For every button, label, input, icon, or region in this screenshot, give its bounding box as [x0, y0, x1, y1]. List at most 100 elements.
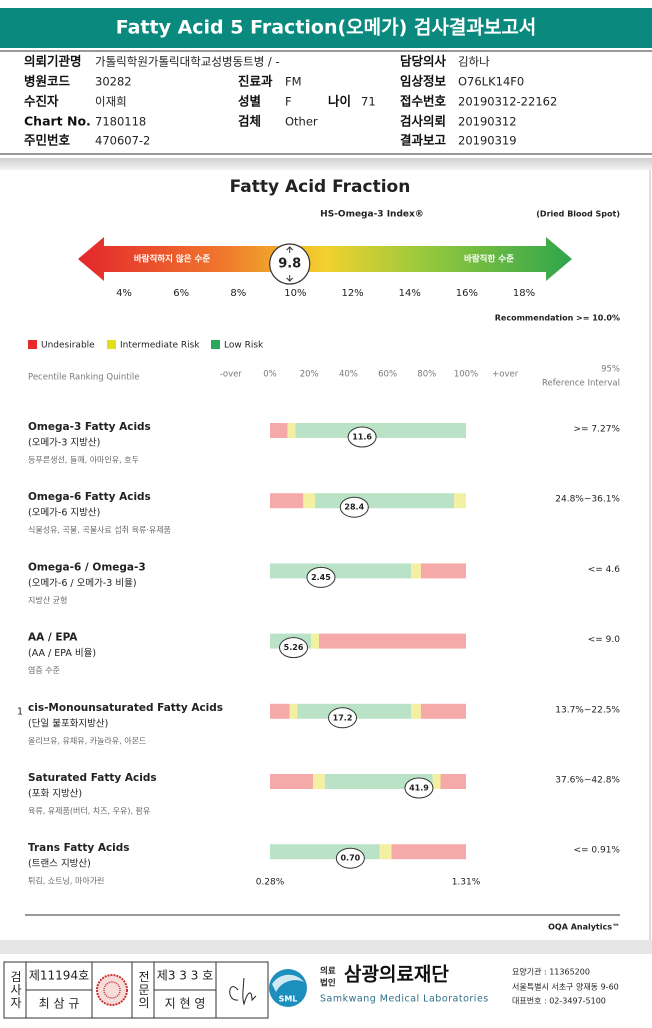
signature-box	[3, 961, 269, 1019]
info-value: 가톨릭학원가톨릭대학교성병동트병 / -	[95, 55, 280, 69]
legend-swatch	[107, 340, 116, 349]
result-value: 0.70	[340, 854, 360, 863]
analyte-foods: 올리브유, 유채유, 카놀라유, 아몬드	[28, 735, 146, 745]
risk-zone	[411, 703, 421, 719]
info-label: 진료과	[238, 74, 273, 89]
analyte-name: Omega-6 / Omega-3	[28, 561, 146, 573]
index-value: 9.8	[278, 257, 301, 272]
sample-type: (Dried Blood Spot)	[536, 210, 620, 219]
reference-interval: >= 7.27%	[573, 425, 620, 435]
arrow-left-label: 바람직하지 않은 수준	[134, 254, 210, 265]
result-value: 17.2	[333, 713, 353, 722]
risk-zone	[411, 563, 421, 579]
logo-wave	[272, 974, 304, 992]
risk-zone	[270, 563, 412, 579]
risk-zone	[420, 563, 466, 579]
logo-text: SML	[279, 995, 298, 1004]
risk-zone	[270, 703, 290, 719]
doctor-no: 제3 3 3 호	[157, 969, 213, 983]
report-title: Fatty Acid 5 Fraction(오메가) 검사결과보고서	[116, 17, 537, 39]
info-value: 20190312	[458, 115, 517, 129]
title-bar	[0, 8, 652, 48]
legend-label: Low Risk	[224, 341, 264, 351]
result-value: 41.9	[409, 784, 429, 793]
info-value: O76LK14F0	[458, 75, 524, 89]
info-label: 나이	[328, 94, 351, 109]
info-label: 검체	[238, 114, 261, 129]
axis-label: 40%	[339, 370, 358, 380]
row-note: 1	[17, 706, 23, 717]
risk-zone	[313, 774, 325, 789]
risk-zone	[311, 633, 319, 649]
axis-label: 80%	[417, 370, 436, 380]
result-marker	[279, 637, 309, 659]
analyte-korean: (AA / EPA 비율)	[28, 648, 96, 659]
risk-zone	[454, 493, 466, 509]
axis-label: 100%	[454, 370, 478, 380]
info-label: 검사의뢰	[400, 114, 446, 129]
analyte-name: Saturated Fatty Acids	[28, 772, 157, 784]
index-arrow	[78, 237, 572, 281]
section-title: Fatty Acid Fraction	[230, 177, 411, 197]
risk-zone	[319, 633, 466, 649]
institution-code: 요양기관 : 11365200	[512, 967, 590, 977]
legend-label: Undesirable	[41, 341, 95, 351]
risk-zone	[287, 423, 296, 438]
result-value: 28.4	[344, 503, 364, 512]
doctor-name: 지 현 영	[165, 997, 206, 1011]
info-label: 의뢰기관명	[24, 54, 82, 69]
info-value: F	[285, 95, 292, 109]
analyte-korean: (오메가-3 지방산)	[28, 438, 100, 449]
risk-zone	[297, 703, 412, 719]
reference-interval: 13.7%~22.5%	[555, 705, 620, 715]
result-marker	[339, 496, 369, 518]
reference-interval: <= 4.6	[588, 565, 621, 575]
info-value: 7180118	[95, 115, 146, 129]
reference-interval: <= 0.91%	[573, 846, 620, 856]
axis-label: +over	[492, 370, 519, 380]
arrow-right-label: 바람직한 수준	[464, 254, 514, 265]
info-label: 수진자	[24, 94, 59, 109]
corp-type: 의료	[320, 966, 336, 977]
index-tick-label: 10%	[284, 288, 306, 299]
seal	[96, 974, 128, 1006]
index-tick-label: 6%	[173, 288, 189, 299]
examiner-no: 제11194호	[29, 969, 89, 983]
footer-band	[0, 940, 652, 954]
result-value: 11.6	[352, 433, 372, 442]
risk-zone	[420, 703, 466, 719]
info-value: 30282	[95, 75, 132, 89]
result-value: 5.26	[284, 643, 304, 652]
institution-name: 삼광의료재단	[344, 964, 449, 986]
index-tick-label: 8%	[230, 288, 246, 299]
legend-swatch	[211, 340, 220, 349]
ranking-label: Pecentile Ranking Quintile	[28, 373, 140, 383]
analyte-korean: (트랜스 지방산)	[28, 859, 91, 870]
analyte-name: AA / EPA	[28, 632, 78, 644]
index-tick-label: 4%	[116, 288, 132, 299]
scale-max: 1.31%	[452, 878, 481, 888]
recommendation: Recommendation >= 10.0%	[495, 314, 620, 323]
institution-address: 서울특별시 서초구 양재동 9-60	[512, 982, 619, 992]
info-label: Chart No.	[24, 114, 91, 129]
risk-zone	[432, 774, 441, 789]
analyte-korean: (오메가-6 지방산)	[28, 508, 100, 519]
corp-type: 법인	[320, 978, 336, 989]
axis-label: 20%	[300, 370, 319, 380]
doctor-role: 전문의	[137, 970, 151, 1009]
risk-zone	[289, 703, 298, 719]
info-value: 20190319	[458, 134, 517, 148]
risk-zone	[303, 493, 316, 509]
footer-note: OQA Analytics™	[548, 923, 620, 932]
info-label: 성별	[238, 94, 261, 109]
analyte-foods: 육류, 유제품(버터, 치즈, 우유), 팜유	[28, 806, 150, 816]
analyte-name: cis-Monounsaturated Fatty Acids	[28, 702, 223, 714]
legend-label: Intermediate Risk	[120, 341, 200, 351]
axis-label: -over	[220, 370, 243, 380]
index-tick-label: 16%	[456, 288, 478, 299]
analyte-name: Omega-6 Fatty Acids	[28, 491, 151, 503]
info-label: 임상정보	[400, 74, 447, 89]
reference-interval: <= 9.0	[588, 635, 621, 645]
risk-zone	[270, 423, 288, 438]
reference-top: 95%	[601, 365, 620, 375]
